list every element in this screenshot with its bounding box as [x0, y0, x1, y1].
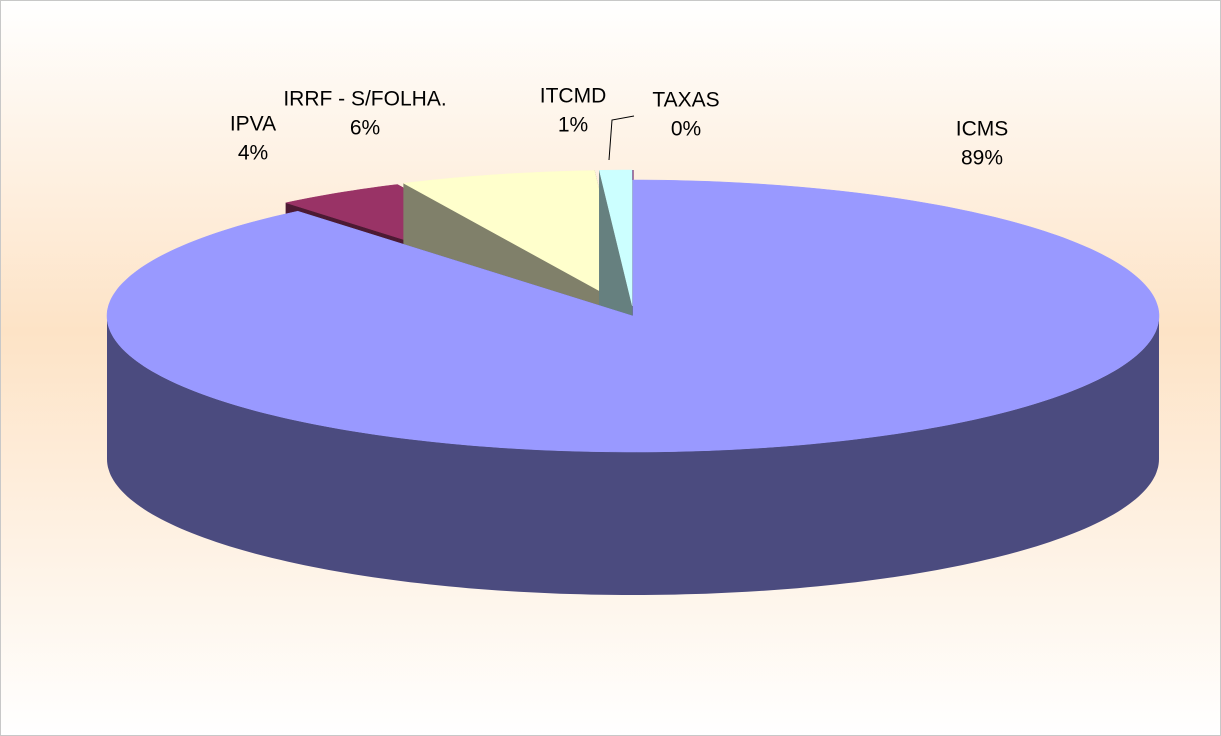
category-label: ITCMD: [540, 85, 607, 108]
value-label: 0%: [671, 118, 701, 141]
value-label: 6%: [350, 117, 380, 140]
category-label: ICMS: [956, 118, 1009, 141]
pie: [106, 169, 1160, 595]
category-label: IPVA: [230, 113, 276, 136]
category-label: IRRF - S/FOLHA.: [283, 88, 446, 111]
slice-top: [402, 170, 628, 307]
value-label: 4%: [238, 142, 268, 165]
slice: [106, 179, 1160, 595]
labels: ICMS 89% IPVA 4% IRRF - S/FOLHA. 6% ITCMD 1% TAX…: [230, 85, 1008, 170]
value-label: 89%: [961, 147, 1003, 170]
slice-side: [107, 316, 1159, 595]
leader-line: [608, 115, 635, 161]
category-label: TAXAS: [652, 89, 719, 112]
value-label: 1%: [558, 114, 588, 137]
slice-top: [598, 169, 633, 307]
slice-top: [106, 179, 1160, 453]
